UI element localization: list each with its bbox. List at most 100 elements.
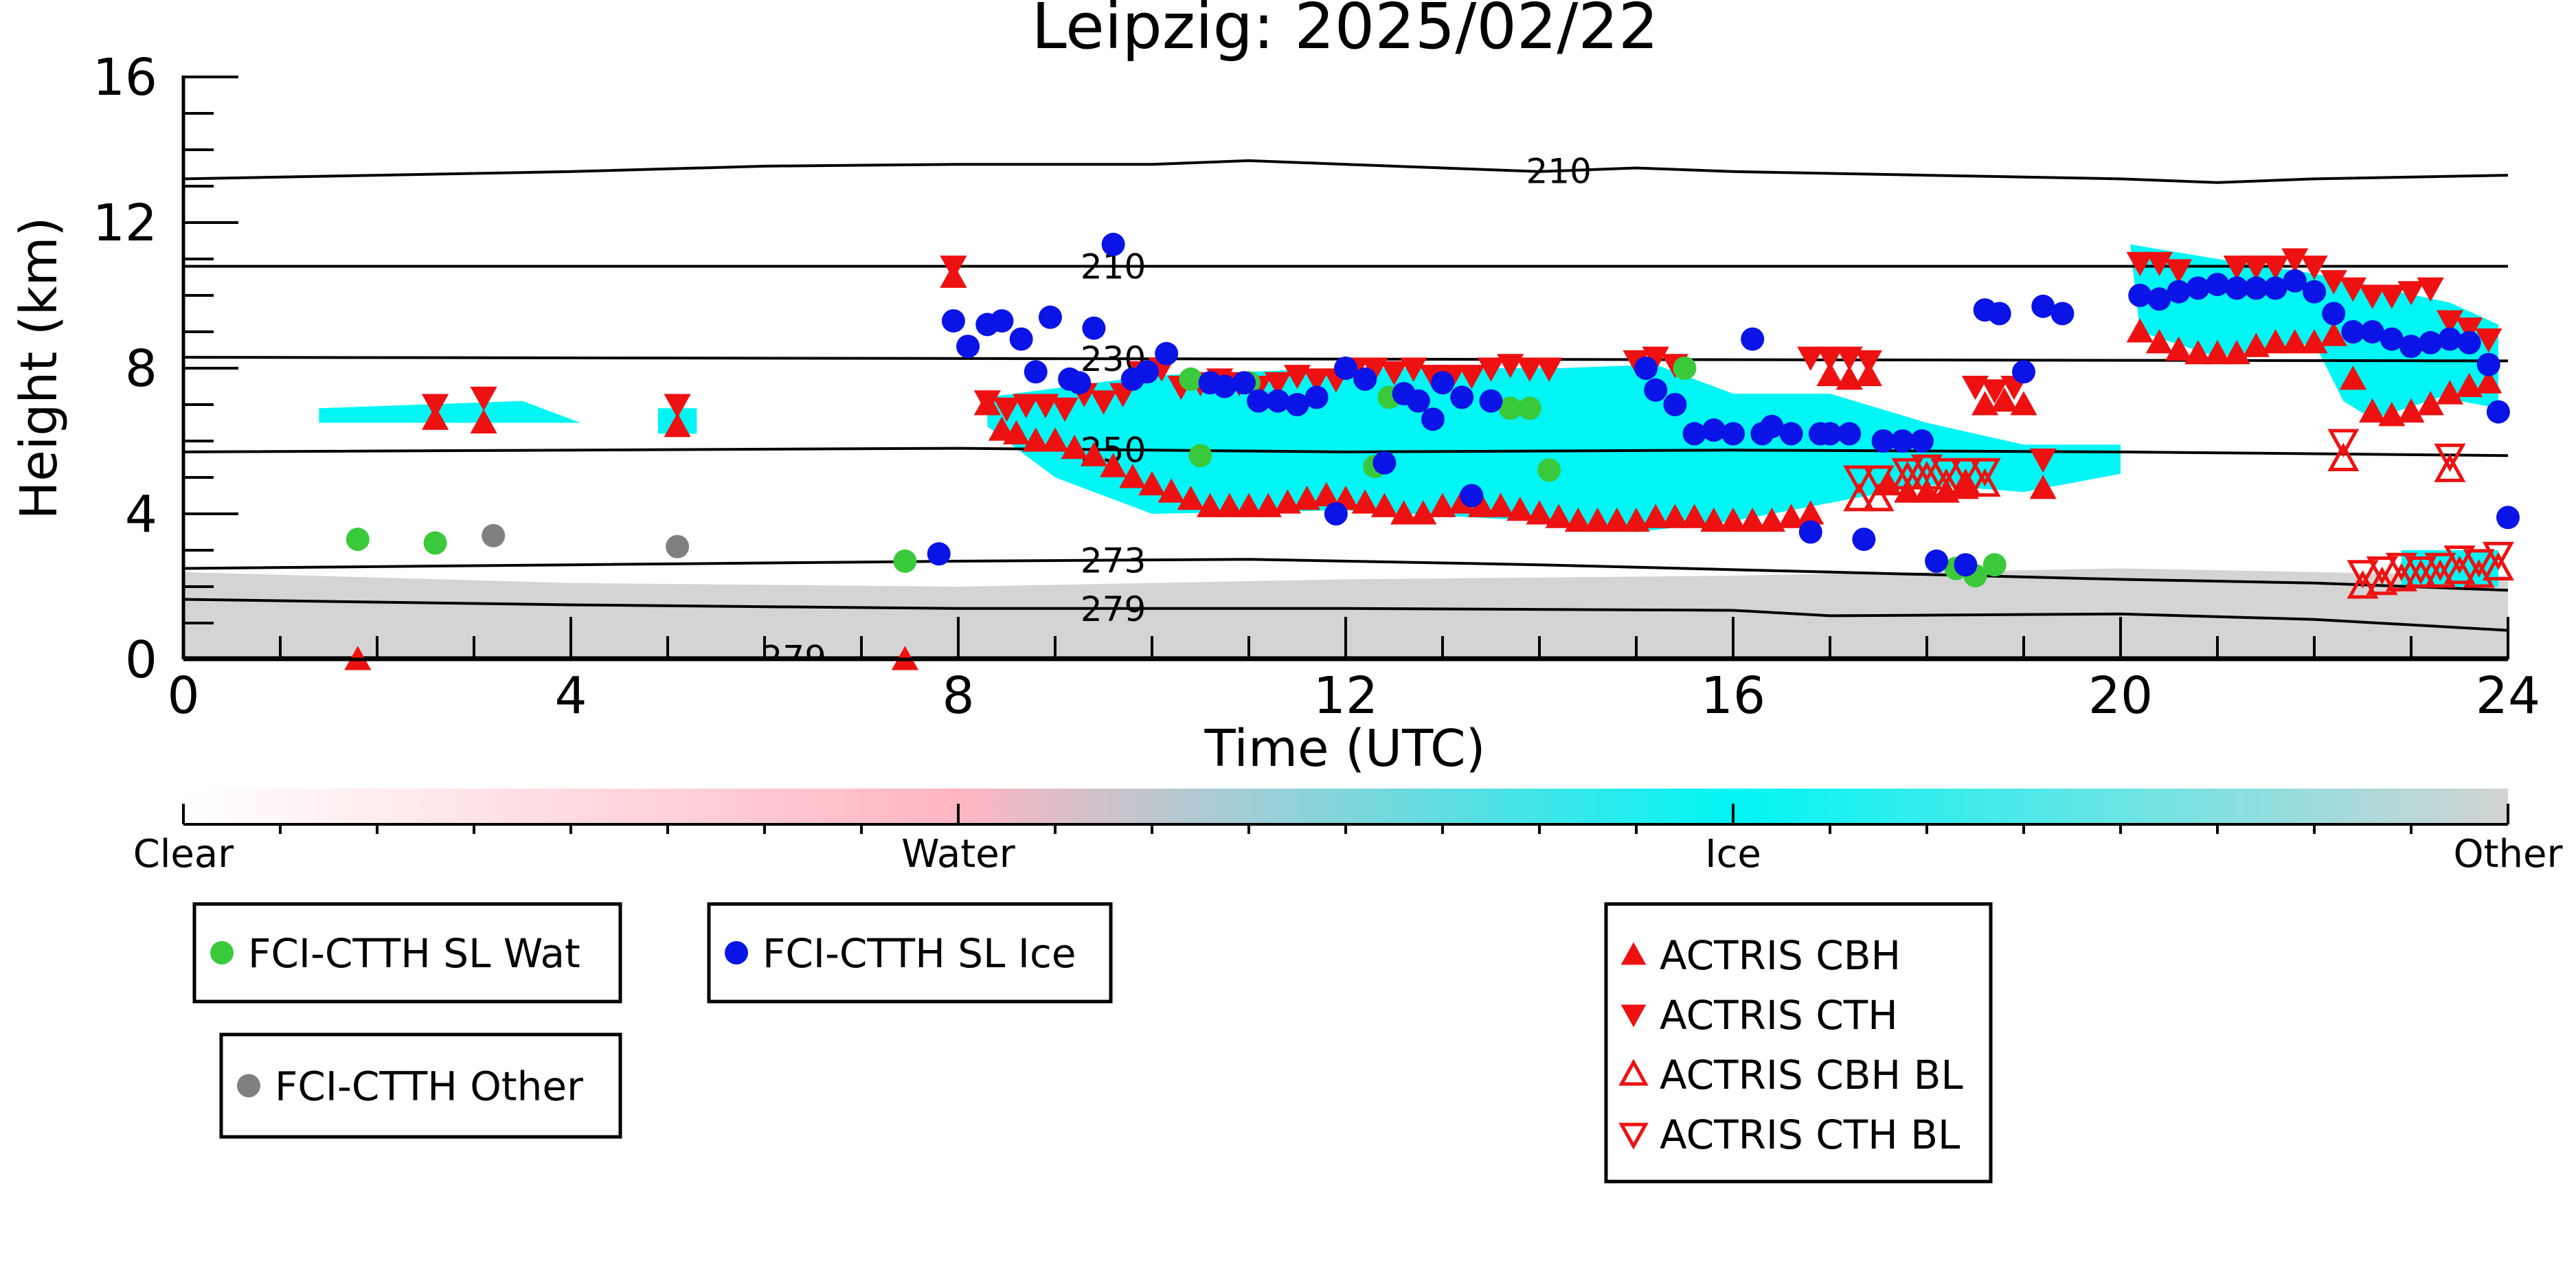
fci-ctth-sl-ice-point [1721, 422, 1745, 446]
ice-cloud-region [319, 400, 581, 423]
actris-cbh-point [2242, 332, 2270, 357]
fci-ctth-sl-ice-point [1285, 393, 1309, 416]
actris-cbh-point [1197, 493, 1224, 517]
actris-cth-point [1797, 346, 1824, 371]
legend-box [707, 902, 1113, 1004]
actris-cth-bl-point [2385, 552, 2417, 582]
fci-ctth-sl-wat-point [1982, 553, 2007, 577]
colorbar-label: Clear [133, 832, 234, 877]
actris-cbh-bl-point [2434, 453, 2466, 482]
actris-cbh-point [1235, 493, 1263, 517]
fci-ctth-sl-ice-point [1101, 232, 1125, 256]
actris-cbh-point [2204, 340, 2231, 365]
actris-cth-bl-point [1969, 457, 2001, 487]
actris-cth-point [2378, 284, 2406, 309]
actris-cbh-point [1894, 478, 1921, 503]
fci-ctth-sl-ice-point [1450, 385, 1474, 409]
actris-cbh-point [1584, 507, 1612, 532]
actris-cth-bl-point [2424, 552, 2456, 582]
x-axis-label: Time (UTC) [1204, 719, 1485, 778]
actris-cth-bl-point [1891, 457, 1923, 487]
actris-cbh-point [2320, 321, 2347, 346]
actris-cbh-point [1526, 500, 1553, 525]
actris-cth-point [2475, 328, 2502, 353]
legend-label: ACTRIS CBH [1660, 932, 1901, 979]
actris-cth-point [1535, 357, 1563, 382]
actris-cbh-point [2339, 365, 2366, 390]
actris-cbh-point [1390, 500, 1418, 525]
actris-cbh-bl-point [2347, 570, 2379, 599]
contour-line [183, 558, 2508, 592]
legend-label: FCI-CTTH SL Ice [762, 930, 1076, 977]
actris-cth-point [2339, 277, 2366, 302]
fci-ctth-sl-ice-point [1406, 389, 1430, 413]
actris-cth-point [2417, 277, 2444, 302]
fci-ctth-sl-ice-point [2206, 273, 2229, 297]
contour-line [183, 598, 2508, 632]
legend-box [219, 1032, 622, 1139]
actris-cbh-bl-point [1969, 468, 2001, 497]
fci-ctth-sl-ice-point [1702, 418, 1726, 442]
actris-cbh-point [2475, 369, 2502, 394]
fci-ctth-sl-ice-point [1024, 360, 1048, 384]
actris-cth-bl-point [2405, 556, 2437, 585]
legend-marker [725, 941, 748, 964]
fci-ctth-sl-ice-point [1372, 451, 1397, 475]
fci-ctth-sl-wat-point [423, 531, 447, 555]
actris-cbh-point [1661, 504, 1688, 528]
actris-cth-bl-point [2463, 549, 2495, 578]
actris-cth-point [1816, 346, 1844, 371]
actris-cbh-point [2301, 329, 2328, 354]
actris-cth-point [1961, 376, 1989, 400]
x-tick-label: 0 [167, 666, 199, 725]
fci-ctth-sl-ice-point [1082, 316, 1106, 340]
actris-cbh-point [1603, 507, 1631, 532]
actris-cth-point [1835, 346, 1863, 371]
fci-ctth-sl-ice-point [2341, 320, 2365, 343]
fci-ctth-sl-ice-point [1431, 371, 1454, 395]
legend-label: ACTRIS CBH BL [1660, 1052, 1963, 1098]
actris-cth-point [2397, 281, 2425, 306]
actris-cbh-point [1642, 504, 1669, 528]
legend-label: FCI-CTTH SL Wat [248, 930, 580, 977]
fci-ctth-sl-ice-point [1818, 422, 1842, 446]
actris-cbh-point [1835, 365, 1863, 390]
fci-ctth-sl-ice-point [2399, 335, 2423, 359]
actris-cbh-point [2378, 402, 2406, 427]
actris-cbh-point [1157, 478, 1185, 503]
fci-ctth-sl-ice-point [2419, 330, 2443, 354]
actris-cth-point [940, 256, 967, 280]
actris-cth-point [2223, 256, 2250, 280]
actris-cth-bl-point [2347, 560, 2379, 589]
actris-cbh-point [2397, 398, 2425, 423]
actris-cth-bl-point [2434, 443, 2466, 473]
actris-cbh-bl-point [1950, 468, 1982, 497]
actris-cbh-point [1293, 486, 1321, 510]
fci-ctth-sl-wat-point [893, 549, 917, 573]
actris-cth-point [1400, 357, 1427, 382]
actris-cth-point [1981, 379, 2009, 404]
fci-ctth-sl-ice-point [1232, 371, 1256, 395]
actris-cth-bl-point [1911, 454, 1943, 483]
legend-marker [1618, 1059, 1649, 1086]
actris-cbh-point [1177, 486, 1204, 510]
actris-cth-bl-point [2482, 541, 2514, 571]
contour-label: 279 [761, 638, 826, 678]
fci-ctth-sl-ice-point [941, 309, 965, 333]
data-markers [344, 232, 2520, 670]
actris-cbh-point [2262, 329, 2290, 354]
fci-ctth-sl-ice-point [1910, 429, 1934, 453]
actris-cbh-point [1758, 507, 1785, 532]
fci-ctth-sl-ice-point [2031, 294, 2055, 318]
actris-cth-point [664, 394, 691, 418]
actris-cbh-point [1370, 493, 1398, 517]
x-tick-label: 4 [554, 666, 587, 725]
contour-line [183, 159, 2508, 184]
actris-cth-point [2456, 317, 2483, 342]
y-tick-label: 16 [93, 48, 157, 107]
contour-line [183, 447, 2508, 457]
actris-cth-point [1303, 368, 1331, 393]
fci-ctth-sl-ice-point [1479, 389, 1503, 413]
fci-ctth-sl-ice-point [1663, 393, 1687, 416]
fci-ctth-sl-ice-point [1634, 357, 1658, 380]
